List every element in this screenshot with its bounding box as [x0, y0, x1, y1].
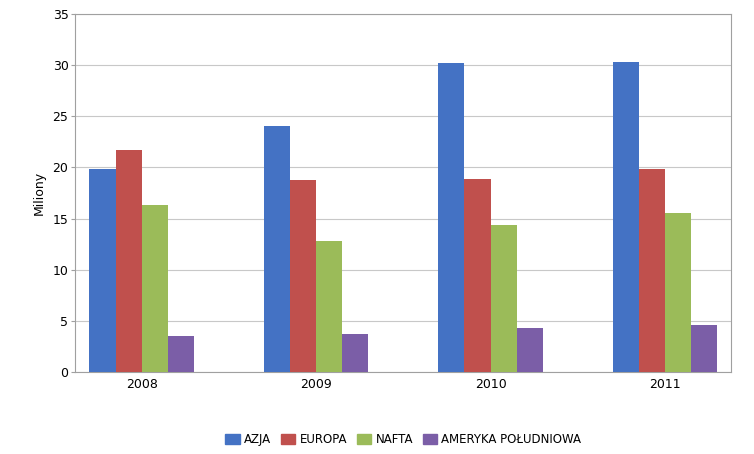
- Bar: [168, 336, 194, 372]
- Bar: [665, 213, 691, 372]
- Bar: [90, 169, 115, 372]
- Bar: [639, 169, 665, 372]
- Bar: [613, 62, 639, 372]
- Bar: [316, 241, 342, 372]
- Bar: [264, 126, 290, 372]
- Bar: [491, 225, 516, 372]
- Y-axis label: Miliony: Miliony: [32, 171, 46, 215]
- Bar: [290, 180, 316, 372]
- Bar: [516, 328, 543, 372]
- Legend: AZJA, EUROPA, NAFTA, AMERYKA POŁUDNIOWA: AZJA, EUROPA, NAFTA, AMERYKA POŁUDNIOWA: [221, 429, 586, 451]
- Bar: [438, 63, 464, 372]
- Bar: [342, 334, 369, 372]
- Bar: [691, 325, 717, 372]
- Bar: [115, 150, 142, 372]
- Bar: [464, 178, 491, 372]
- Bar: [142, 205, 168, 372]
